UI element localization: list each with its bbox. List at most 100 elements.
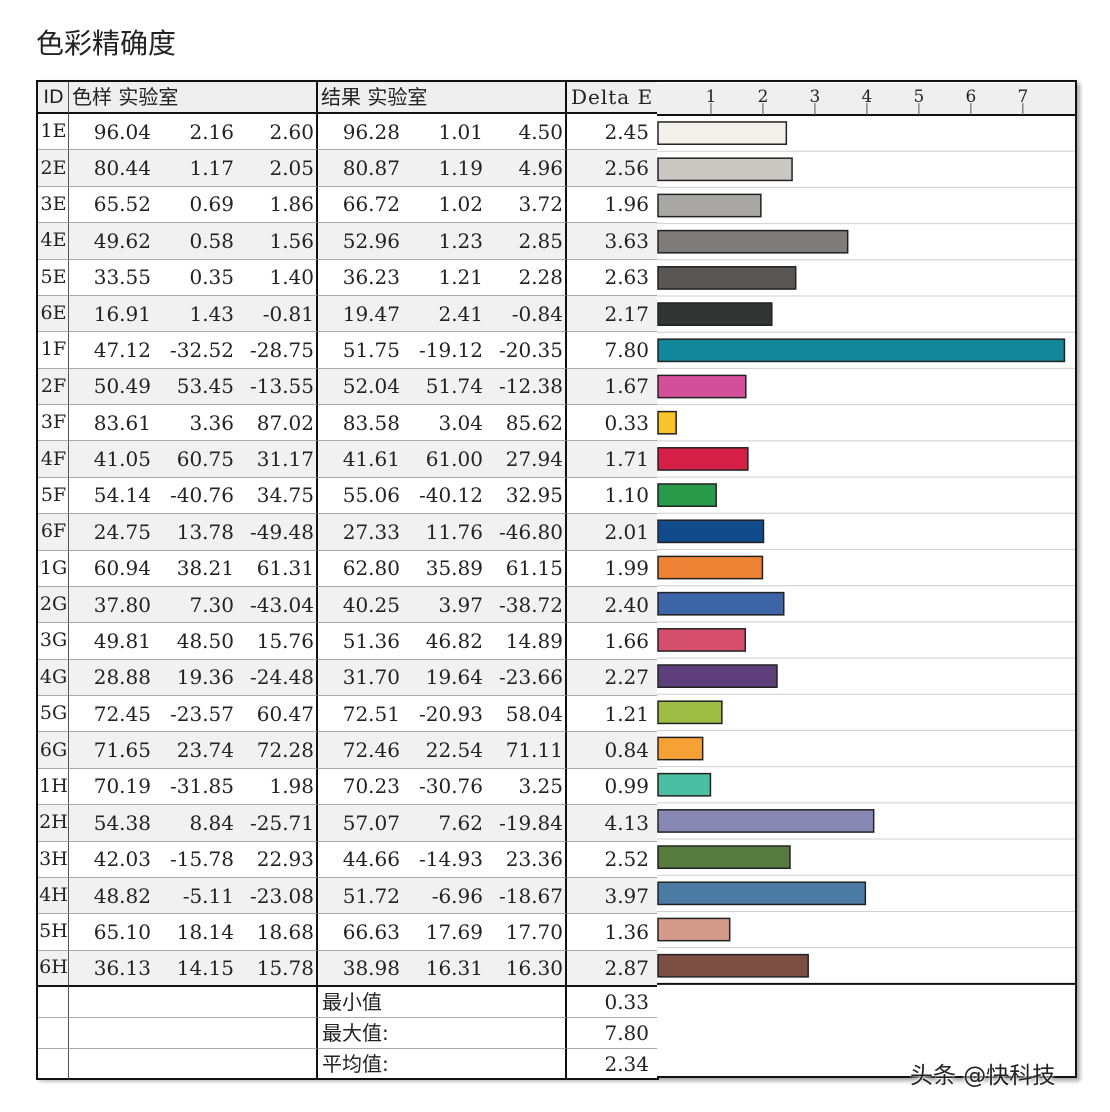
sample-b-value: 87.02 bbox=[256, 410, 314, 435]
row-id: 4H bbox=[38, 877, 69, 915]
result-a-value: 61.00 bbox=[425, 447, 483, 472]
result-a-value: 7.62 bbox=[438, 810, 483, 835]
lab-triplet: 71.65 23.74 72.28 bbox=[69, 740, 316, 760]
stat-label: 平均值: bbox=[318, 1049, 567, 1080]
page-title: 色彩精确度 bbox=[36, 27, 177, 60]
lab-triplet: 72.46 22.54 71.11 bbox=[318, 740, 565, 760]
row-id: 6G bbox=[38, 732, 69, 769]
result-l-value: 31.70 bbox=[342, 665, 400, 690]
sample-l-value: 71.65 bbox=[93, 738, 151, 763]
color-accuracy-table: ID 色样 实验室 结果 实验室 Delta E 1E 96.04 2.16 2.60 96.2… bbox=[36, 80, 1077, 1080]
delta-e-value: 0.33 bbox=[567, 405, 659, 442]
sample-lab-values: 70.19 -31.85 1.98 bbox=[69, 768, 318, 806]
delta-e-value: 1.67 bbox=[567, 368, 659, 405]
result-a-value: -14.93 bbox=[418, 847, 483, 872]
sample-l-value: 54.38 bbox=[93, 810, 151, 835]
stat-empty bbox=[38, 1049, 69, 1080]
x-tick-label: 6 bbox=[965, 86, 976, 106]
delta-e-value: 2.87 bbox=[567, 950, 659, 987]
sample-a-value: 0.69 bbox=[189, 192, 234, 217]
bar-2g bbox=[657, 591, 785, 616]
bar-1h bbox=[657, 772, 712, 797]
stat-empty bbox=[69, 987, 318, 1018]
sample-b-value: -23.08 bbox=[249, 883, 314, 908]
lab-triplet: 80.44 1.17 2.05 bbox=[69, 158, 316, 178]
result-l-value: 66.72 bbox=[342, 192, 400, 217]
result-a-value: 16.31 bbox=[425, 955, 483, 980]
x-tick-label: 5 bbox=[914, 86, 925, 106]
bar-4e bbox=[657, 229, 849, 254]
result-b-value: 4.96 bbox=[518, 156, 563, 181]
bar-3g bbox=[657, 628, 747, 652]
sample-lab-values: 80.44 1.17 2.05 bbox=[69, 150, 318, 187]
sample-a-value: 7.30 bbox=[189, 592, 234, 617]
sample-lab-values: 48.82 -5.11 -23.08 bbox=[69, 877, 318, 915]
result-a-value: -19.12 bbox=[418, 337, 483, 362]
result-b-value: -0.84 bbox=[511, 301, 563, 326]
result-b-value: 14.89 bbox=[505, 628, 563, 653]
sample-lab-values: 71.65 23.74 72.28 bbox=[69, 732, 318, 769]
sample-a-value: -5.11 bbox=[182, 883, 234, 908]
result-l-value: 72.46 bbox=[342, 738, 400, 763]
chart-header-bg bbox=[657, 83, 1075, 116]
lab-triplet: 19.47 2.41 -0.84 bbox=[318, 304, 565, 324]
result-b-value: 85.62 bbox=[505, 410, 563, 435]
header-result: 结果 实验室 bbox=[318, 82, 567, 114]
sample-a-value: 60.75 bbox=[176, 447, 234, 472]
result-b-value: 27.94 bbox=[505, 447, 563, 472]
sample-l-value: 36.13 bbox=[93, 955, 151, 980]
sample-a-value: 1.43 bbox=[189, 301, 234, 326]
sample-lab-values: 65.10 18.14 18.68 bbox=[69, 914, 318, 951]
bar-4g bbox=[657, 664, 778, 689]
header-delta-e: Delta E bbox=[567, 82, 659, 114]
result-lab-values: 72.46 22.54 71.11 bbox=[318, 732, 567, 769]
result-l-value: 96.28 bbox=[342, 119, 400, 144]
result-l-value: 55.06 bbox=[342, 483, 400, 508]
x-tick-label: 7 bbox=[1017, 86, 1028, 106]
result-a-value: 3.97 bbox=[438, 592, 483, 617]
lab-triplet: 51.72 -6.96 -18.67 bbox=[318, 886, 565, 906]
lab-triplet: 65.52 0.69 1.86 bbox=[69, 194, 316, 214]
x-tick-label: 2 bbox=[758, 86, 769, 106]
lab-triplet: 96.04 2.16 2.60 bbox=[69, 122, 316, 142]
lab-triplet: 36.13 14.15 15.78 bbox=[69, 958, 316, 978]
result-lab-values: 52.04 51.74 -12.38 bbox=[318, 368, 567, 405]
result-lab-values: 83.58 3.04 85.62 bbox=[318, 405, 567, 442]
lab-triplet: 38.98 16.31 16.30 bbox=[318, 958, 565, 978]
result-b-value: -19.84 bbox=[498, 810, 563, 835]
result-l-value: 62.80 bbox=[342, 556, 400, 581]
lab-triplet: 96.28 1.01 4.50 bbox=[318, 122, 565, 142]
lab-triplet: 49.62 0.58 1.56 bbox=[69, 231, 316, 251]
sample-lab-values: 47.12 -32.52 -28.75 bbox=[69, 332, 318, 369]
stat-value: 7.80 bbox=[567, 1018, 659, 1049]
result-l-value: 51.36 bbox=[342, 628, 400, 653]
sample-lab-values: 41.05 60.75 31.17 bbox=[69, 441, 318, 478]
sample-b-value: -24.48 bbox=[249, 665, 314, 690]
sample-l-value: 42.03 bbox=[93, 847, 151, 872]
result-l-value: 41.61 bbox=[342, 447, 400, 472]
result-lab-values: 51.75 -19.12 -20.35 bbox=[318, 332, 567, 369]
sample-a-value: -31.85 bbox=[169, 774, 234, 799]
sample-b-value: 61.31 bbox=[256, 556, 314, 581]
lab-triplet: 24.75 13.78 -49.48 bbox=[69, 522, 316, 542]
result-lab-values: 80.87 1.19 4.96 bbox=[318, 150, 567, 187]
sample-a-value: -32.52 bbox=[169, 337, 234, 362]
result-l-value: 52.04 bbox=[342, 374, 400, 399]
result-b-value: 32.95 bbox=[505, 483, 563, 508]
row-id: 2F bbox=[38, 368, 69, 405]
sample-l-value: 65.52 bbox=[93, 192, 151, 217]
delta-e-value: 2.45 bbox=[567, 114, 659, 151]
sample-lab-values: 60.94 38.21 61.31 bbox=[69, 550, 318, 587]
sample-a-value: 2.16 bbox=[189, 119, 234, 144]
result-lab-values: 41.61 61.00 27.94 bbox=[318, 441, 567, 478]
bar-3e bbox=[657, 193, 762, 218]
stat-empty bbox=[69, 1049, 318, 1080]
sample-b-value: -43.04 bbox=[249, 592, 314, 617]
chart-footer-area bbox=[657, 985, 1077, 1078]
result-lab-values: 66.63 17.69 17.70 bbox=[318, 914, 567, 951]
sample-b-value: 60.47 bbox=[256, 701, 314, 726]
sample-b-value: -0.81 bbox=[262, 301, 314, 326]
row-id: 1G bbox=[38, 550, 69, 587]
sample-l-value: 49.81 bbox=[93, 628, 151, 653]
delta-e-value: 2.17 bbox=[567, 295, 659, 333]
